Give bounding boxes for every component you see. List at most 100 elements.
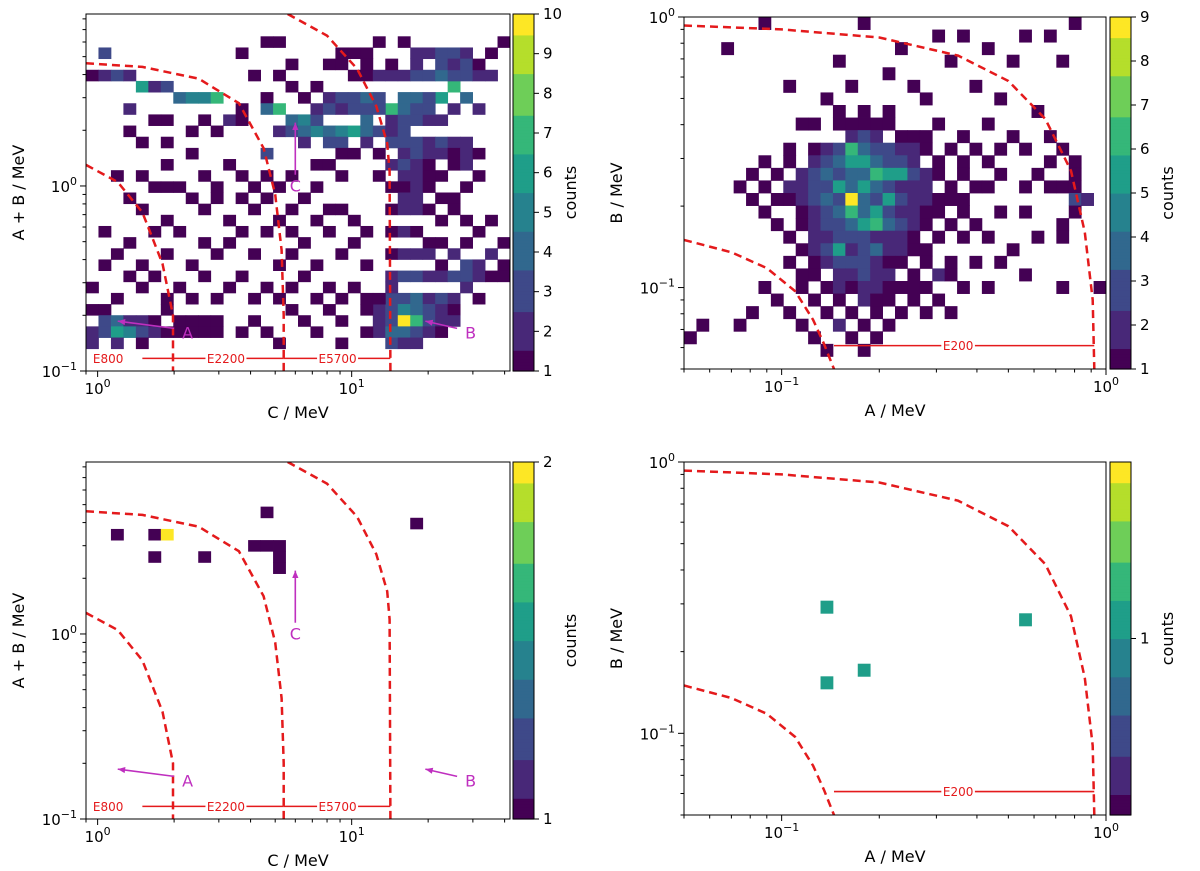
heatmap-cell <box>335 170 349 182</box>
heatmap-cell <box>895 142 908 156</box>
colorbar-band <box>1110 614 1131 619</box>
heatmap-cell <box>460 159 473 171</box>
colorbar-band <box>1110 538 1131 543</box>
heatmap-cell <box>895 243 908 257</box>
colorbar-band <box>1110 509 1131 513</box>
colorbar-band <box>1110 327 1131 332</box>
heatmap-cell <box>135 281 149 294</box>
colorbar-band <box>1110 517 1131 522</box>
heatmap-cell <box>1081 193 1094 206</box>
colorbar-band <box>513 201 534 205</box>
heatmap-cell <box>944 306 958 320</box>
colorbar-band <box>513 610 534 615</box>
colorbar-band <box>513 726 534 731</box>
colorbar-band <box>1110 237 1131 241</box>
heatmap-cell <box>335 203 349 216</box>
colorbar-band <box>1110 791 1131 796</box>
heatmap-cell <box>372 170 386 182</box>
colorbar-band <box>513 708 534 713</box>
colorbar-band <box>1110 491 1131 495</box>
heatmap-cell <box>160 292 174 305</box>
heatmap-cell <box>235 47 249 60</box>
heatmap-cell <box>932 193 946 206</box>
heatmap-cell <box>907 205 921 219</box>
plot-frame <box>683 16 1107 370</box>
heatmap-cell <box>110 337 124 350</box>
colorbar-band <box>513 31 534 36</box>
heatmap-cell <box>820 142 834 156</box>
heatmap-cell <box>472 259 486 271</box>
heatmap-cell <box>919 180 933 194</box>
heatmap-cell <box>857 130 871 144</box>
colorbar-band <box>1110 803 1131 807</box>
heatmap-cell <box>919 218 933 232</box>
colorbar-band <box>513 711 534 716</box>
heatmap-cell <box>746 306 759 320</box>
heatmap-cell <box>410 170 424 182</box>
heatmap-cell <box>919 281 933 294</box>
heatmap-cell <box>135 170 149 182</box>
heatmap-cell <box>98 259 112 271</box>
threshold-curve-e2200 <box>86 62 285 371</box>
heatmap-cell <box>957 193 970 206</box>
colorbar-band <box>513 94 534 98</box>
heatmap-cell <box>832 105 846 118</box>
colorbar-tick-label: 10 <box>543 5 562 23</box>
heatmap-cell <box>832 230 846 244</box>
colorbar-band <box>1110 219 1131 223</box>
heatmap-cell <box>696 318 710 332</box>
colorbar-band <box>1110 222 1131 226</box>
heatmap-cell <box>497 36 510 48</box>
colorbar-tick-label: 1 <box>543 362 553 380</box>
heatmap-cell <box>422 203 436 216</box>
heatmap-cell <box>832 117 846 131</box>
colorbar-band <box>1110 319 1131 323</box>
heatmap-cell <box>684 331 697 345</box>
colorbar-band <box>513 16 534 21</box>
heatmap-cell <box>882 205 896 219</box>
colorbar-band <box>513 714 534 719</box>
colorbar-band <box>513 509 534 514</box>
heatmap-cell <box>198 270 212 283</box>
heatmap-cell <box>335 337 349 350</box>
colorbar-band <box>1110 729 1131 734</box>
heatmap-cell <box>285 170 299 182</box>
heatmap-cell <box>758 155 772 169</box>
heatmap-cell <box>435 259 449 271</box>
colorbar-band <box>1110 122 1131 127</box>
heatmap-cell <box>298 270 311 283</box>
colorbar-band <box>1110 260 1131 264</box>
heatmap-cell <box>173 181 187 193</box>
heatmap-cell <box>360 326 374 338</box>
colorbar-band <box>1110 679 1131 684</box>
heatmap-cell <box>422 270 436 283</box>
colorbar-band <box>1110 520 1131 525</box>
heatmap-cell <box>845 306 859 320</box>
colorbar-band <box>513 228 534 232</box>
heatmap-cell <box>820 343 834 357</box>
colorbar-band <box>1110 195 1131 200</box>
colorbar-band <box>1110 685 1131 690</box>
colorbar-band <box>513 595 534 600</box>
colorbar-band <box>1110 110 1131 115</box>
colorbar-band <box>1110 535 1131 540</box>
colorbar-band <box>1110 330 1131 335</box>
heatmap-cell <box>223 214 237 227</box>
colorbar-label: counts <box>561 614 580 667</box>
colorbar-band <box>513 156 534 161</box>
range-label: E200 <box>943 785 974 799</box>
colorbar-band <box>1110 278 1131 282</box>
heatmap-cell <box>397 337 411 350</box>
heatmap-cell <box>795 117 809 131</box>
heatmap-cell <box>882 167 896 181</box>
threshold-curve-inner <box>684 684 836 815</box>
colorbar-band <box>1110 242 1131 247</box>
colorbar-band <box>513 702 534 707</box>
range-label: E800 <box>93 800 124 814</box>
colorbar-band <box>513 76 534 81</box>
x-axis-label: C / MeV <box>267 403 328 422</box>
heatmap-cell <box>746 167 759 181</box>
colorbar-band <box>1110 794 1131 798</box>
colorbar-band <box>1110 339 1131 344</box>
heatmap-cell <box>397 159 411 171</box>
